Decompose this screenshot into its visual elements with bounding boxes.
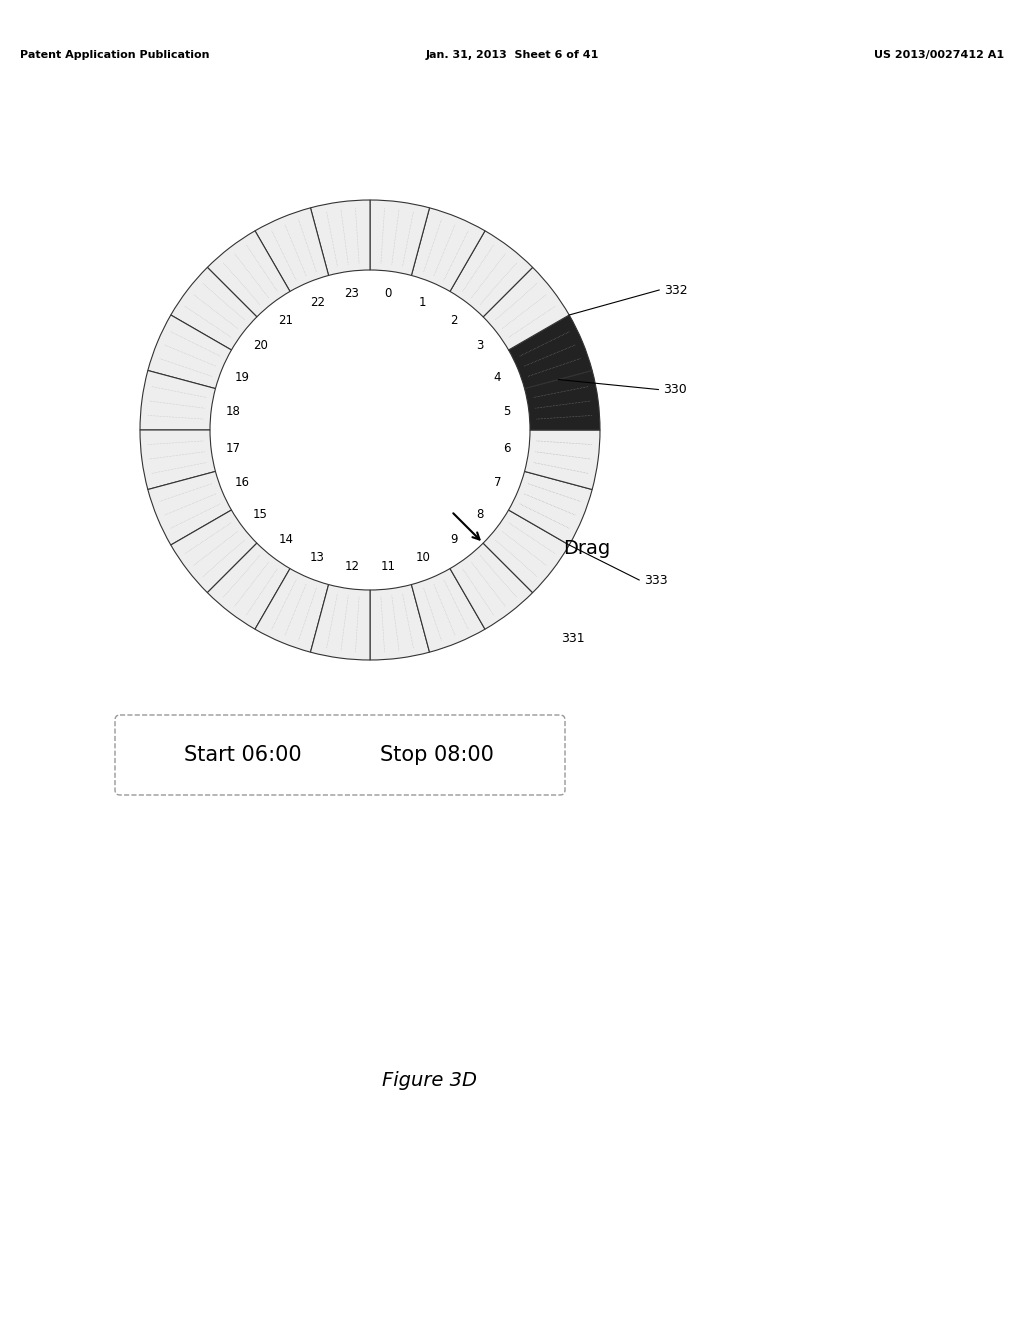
Text: 0: 0 bbox=[384, 286, 392, 300]
Text: 13: 13 bbox=[309, 550, 325, 564]
Wedge shape bbox=[310, 585, 370, 660]
Text: 331: 331 bbox=[561, 632, 585, 644]
Text: 8: 8 bbox=[476, 507, 483, 520]
Wedge shape bbox=[412, 207, 485, 292]
Text: 330: 330 bbox=[664, 383, 687, 396]
Text: 22: 22 bbox=[309, 296, 325, 309]
Wedge shape bbox=[370, 201, 429, 276]
Wedge shape bbox=[147, 315, 231, 388]
Wedge shape bbox=[140, 371, 215, 430]
Wedge shape bbox=[147, 471, 231, 545]
Text: 21: 21 bbox=[279, 314, 294, 327]
Text: 23: 23 bbox=[344, 286, 359, 300]
Wedge shape bbox=[255, 207, 329, 292]
Wedge shape bbox=[208, 543, 290, 630]
Text: Start 06:00: Start 06:00 bbox=[184, 744, 302, 766]
Wedge shape bbox=[509, 471, 592, 545]
Text: 2: 2 bbox=[451, 314, 458, 327]
Text: 3: 3 bbox=[476, 339, 483, 352]
Text: Drag: Drag bbox=[563, 539, 610, 557]
Text: 11: 11 bbox=[381, 560, 395, 573]
Text: Figure 3D: Figure 3D bbox=[383, 1071, 477, 1089]
Wedge shape bbox=[140, 430, 215, 490]
Text: 5: 5 bbox=[503, 405, 511, 418]
Text: 332: 332 bbox=[665, 284, 688, 297]
Wedge shape bbox=[483, 268, 569, 350]
FancyBboxPatch shape bbox=[115, 715, 565, 795]
Wedge shape bbox=[370, 585, 429, 660]
Text: 16: 16 bbox=[234, 477, 250, 490]
Wedge shape bbox=[208, 231, 290, 317]
Text: 20: 20 bbox=[253, 339, 268, 352]
Wedge shape bbox=[171, 268, 257, 350]
Text: 7: 7 bbox=[494, 477, 501, 490]
Wedge shape bbox=[450, 231, 532, 317]
Text: 15: 15 bbox=[253, 507, 268, 520]
Wedge shape bbox=[310, 201, 370, 276]
Text: 4: 4 bbox=[494, 371, 501, 384]
Text: Patent Application Publication: Patent Application Publication bbox=[20, 50, 210, 59]
Wedge shape bbox=[524, 430, 600, 490]
Wedge shape bbox=[171, 510, 257, 593]
Text: 17: 17 bbox=[225, 441, 241, 454]
Text: Jan. 31, 2013  Sheet 6 of 41: Jan. 31, 2013 Sheet 6 of 41 bbox=[425, 50, 599, 59]
Text: 14: 14 bbox=[279, 533, 294, 546]
Wedge shape bbox=[509, 315, 592, 388]
Text: 19: 19 bbox=[234, 371, 250, 384]
Text: 12: 12 bbox=[344, 560, 359, 573]
Wedge shape bbox=[255, 569, 329, 652]
Wedge shape bbox=[412, 569, 485, 652]
Text: 1: 1 bbox=[419, 296, 427, 309]
Wedge shape bbox=[450, 543, 532, 630]
Text: 18: 18 bbox=[225, 405, 241, 418]
Text: US 2013/0027412 A1: US 2013/0027412 A1 bbox=[873, 50, 1004, 59]
Text: 10: 10 bbox=[416, 550, 430, 564]
Wedge shape bbox=[524, 371, 600, 430]
Text: 333: 333 bbox=[644, 573, 668, 586]
Wedge shape bbox=[483, 510, 569, 593]
Text: Stop 08:00: Stop 08:00 bbox=[380, 744, 494, 766]
Text: 6: 6 bbox=[503, 441, 511, 454]
Text: 9: 9 bbox=[451, 533, 458, 546]
